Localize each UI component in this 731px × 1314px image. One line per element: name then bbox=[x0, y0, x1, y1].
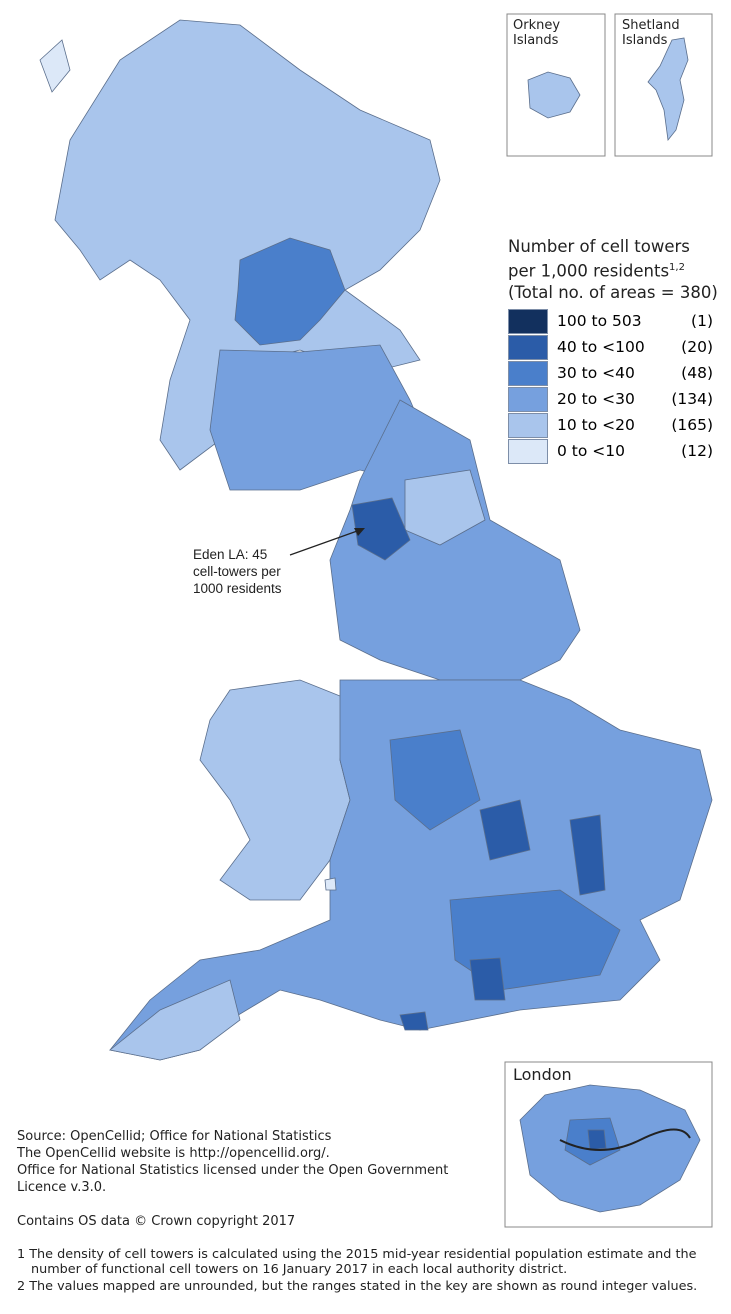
legend-swatch bbox=[508, 309, 548, 334]
text: cell-towers per bbox=[193, 564, 281, 579]
western-isles bbox=[39, 39, 71, 93]
thames bbox=[559, 1128, 691, 1151]
orkney bbox=[527, 71, 581, 119]
legend-count: (48) bbox=[681, 364, 713, 382]
arrow-head bbox=[354, 528, 365, 536]
text: 2 The values mapped are unrounded, but t… bbox=[17, 1279, 698, 1294]
low-area bbox=[324, 877, 337, 891]
legend-count: (1) bbox=[691, 312, 713, 330]
hampshire-patch bbox=[469, 957, 506, 1001]
text: number of functional cell towers on 16 J… bbox=[31, 1262, 568, 1277]
text: 1000 residents bbox=[193, 581, 282, 596]
legend-swatch bbox=[508, 387, 548, 412]
legend-swatch bbox=[508, 413, 548, 438]
text: per 1,000 residents bbox=[508, 261, 670, 281]
wales bbox=[199, 679, 351, 901]
legend-label: 40 to <100 bbox=[557, 338, 645, 356]
legend-count: (20) bbox=[681, 338, 713, 356]
legend-item: 40 to <100 (20) bbox=[508, 335, 713, 361]
text: Eden LA: 45 bbox=[193, 547, 268, 562]
northamptonshire bbox=[479, 799, 531, 861]
legend-swatch bbox=[508, 335, 548, 360]
orkney-label: Orkney Islands bbox=[513, 18, 560, 48]
source-line: Licence v.3.0. bbox=[17, 1180, 107, 1195]
shetland-label: Shetland Islands bbox=[622, 18, 680, 48]
legend-label: 0 to <10 bbox=[557, 442, 625, 460]
text: Islands bbox=[622, 33, 668, 48]
cornwall bbox=[109, 979, 241, 1061]
midlands-patch bbox=[389, 729, 481, 831]
legend-item: 100 to 503 (1) bbox=[508, 309, 713, 335]
text: per 1,000 residents1,2 bbox=[508, 257, 718, 282]
legend-label: 10 to <20 bbox=[557, 416, 635, 434]
superscript: 1,2 bbox=[669, 262, 685, 273]
text: (Total no. of areas = 380) bbox=[508, 282, 718, 302]
text: Number of cell towers bbox=[508, 237, 690, 256]
shetland bbox=[647, 37, 689, 141]
legend-label: 100 to 503 bbox=[557, 312, 642, 330]
london-city bbox=[587, 1129, 607, 1151]
legend-label: 20 to <30 bbox=[557, 390, 635, 408]
legend-item: 10 to <20 (165) bbox=[508, 413, 713, 439]
legend-swatch bbox=[508, 439, 548, 464]
text: Islands bbox=[513, 33, 559, 48]
annotation-arrow bbox=[289, 529, 361, 556]
legend-label: 30 to <40 bbox=[557, 364, 635, 382]
cambridge-patch bbox=[569, 814, 606, 896]
perth-kinross bbox=[234, 237, 346, 346]
dorset-patch bbox=[399, 1011, 429, 1031]
legend-swatch bbox=[508, 361, 548, 386]
copyright: Contains OS data © Crown copyright 2017 bbox=[17, 1214, 296, 1229]
text: 1 The density of cell towers is calculat… bbox=[17, 1247, 697, 1262]
legend-count: (165) bbox=[671, 416, 713, 434]
eden bbox=[351, 497, 411, 561]
text: Orkney bbox=[513, 18, 561, 33]
annotation: Eden LA: 45 cell-towers per 1000 residen… bbox=[193, 546, 282, 597]
legend-title: Number of cell towers per 1,000 resident… bbox=[508, 236, 718, 303]
legend-count: (12) bbox=[681, 442, 713, 460]
source-line: Office for National Statistics licensed … bbox=[17, 1163, 449, 1178]
source-line: Source: OpenCellid; Office for National … bbox=[17, 1129, 332, 1144]
source-line: The OpenCellid website is http://opencel… bbox=[17, 1146, 330, 1161]
legend-count: (134) bbox=[671, 390, 713, 408]
london-label: London bbox=[513, 1065, 572, 1084]
footnote: 2 The values mapped are unrounded, but t… bbox=[17, 1279, 697, 1294]
legend-item: 0 to <10 (12) bbox=[508, 439, 713, 465]
text: Shetland bbox=[622, 18, 680, 33]
legend-item: 20 to <30 (134) bbox=[508, 387, 713, 413]
northumberland bbox=[404, 469, 486, 546]
footnote: 1 The density of cell towers is calculat… bbox=[17, 1247, 697, 1277]
legend-item: 30 to <40 (48) bbox=[508, 361, 713, 387]
